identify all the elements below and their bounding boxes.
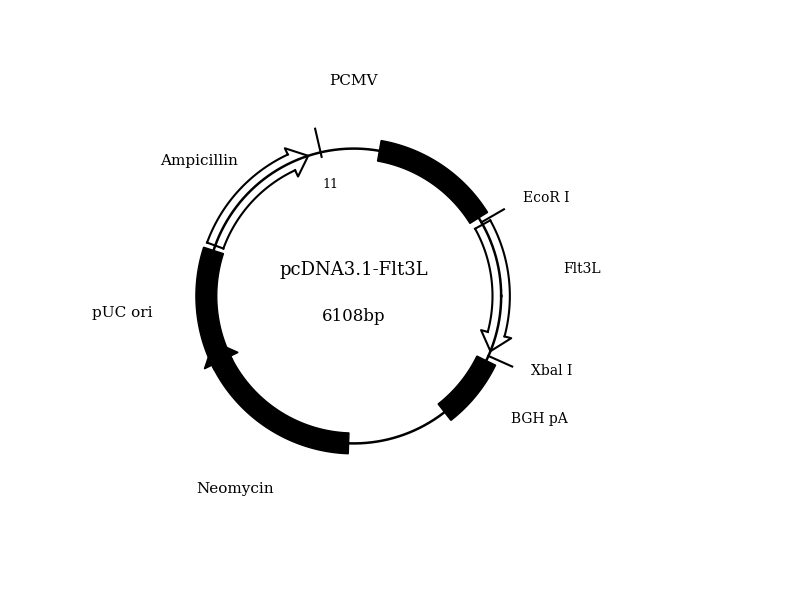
- Text: Ampicillin: Ampicillin: [160, 154, 238, 168]
- Polygon shape: [438, 356, 496, 420]
- Text: PCMV: PCMV: [330, 74, 378, 88]
- Polygon shape: [196, 247, 233, 370]
- Polygon shape: [212, 356, 349, 453]
- Text: pcDNA3.1-Flt3L: pcDNA3.1-Flt3L: [279, 261, 428, 279]
- Text: EcoR I: EcoR I: [522, 191, 569, 205]
- Polygon shape: [205, 342, 238, 369]
- Text: Xbal I: Xbal I: [531, 364, 573, 378]
- Text: Neomycin: Neomycin: [197, 482, 274, 496]
- Text: 6108bp: 6108bp: [322, 308, 386, 325]
- Polygon shape: [378, 140, 487, 223]
- Text: Flt3L: Flt3L: [563, 262, 601, 276]
- Text: pUC ori: pUC ori: [92, 305, 152, 320]
- Text: 11: 11: [322, 178, 338, 191]
- Text: BGH pA: BGH pA: [511, 411, 568, 426]
